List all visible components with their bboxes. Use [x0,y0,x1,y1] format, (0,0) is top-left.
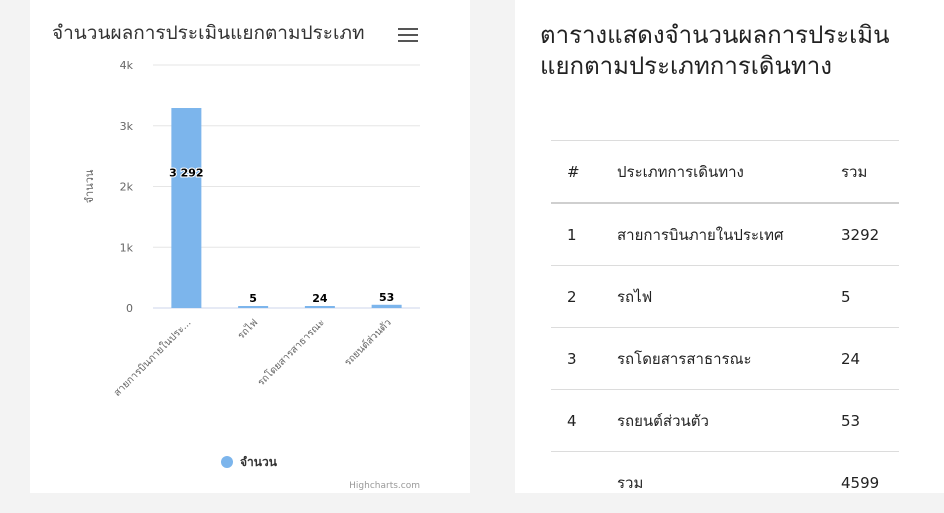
summary-table: # ประเภทการเดินทาง รวม 1 สายการบินภายในป… [551,140,899,513]
data-label: 5 [249,292,257,305]
x-tick-label: สายการบินภายในประ... [111,317,193,399]
header-total: รวม [825,141,899,204]
row-travel-type: รถไฟ [601,266,825,328]
chart-credits: Highcharts.com [349,481,420,491]
x-tick-label: รถไฟ [235,317,260,342]
data-label: 53 [379,291,394,304]
table-row: 3 รถโดยสารสาธารณะ 24 [551,328,899,390]
x-tick-label: รถโดยสารสาธารณะ [254,316,327,389]
y-tick-label: 3k [120,120,134,133]
data-label: 3 292 [169,167,203,180]
total-value: 4599 [825,452,899,513]
table-row: 1 สายการบินภายในประเทศ 3292 [551,203,899,266]
total-label: รวม [601,452,825,513]
header-number: # [551,141,601,204]
header-travel-type: ประเภทการเดินทาง [601,141,825,204]
legend-marker [221,456,233,468]
x-tick-label: รถยนต์ส่วนตัว [342,317,394,369]
y-tick-label: 1k [120,241,134,254]
row-count: 5 [825,266,899,328]
row-travel-type: สายการบินภายในประเทศ [601,203,825,266]
table-row: 2 รถไฟ 5 [551,266,899,328]
bar [372,305,402,308]
y-tick-label: 4k [120,59,134,72]
row-number: 3 [551,328,601,390]
row-number: 1 [551,203,601,266]
row-count: 53 [825,390,899,452]
y-tick-label: 0 [126,302,133,315]
table-title: ตารางแสดงจำนวนผลการประเมินแยกตามประเภทกา… [540,20,900,82]
table-header-row: # ประเภทการเดินทาง รวม [551,141,899,204]
row-count: 24 [825,328,899,390]
bar [171,108,201,308]
table-total-row: รวม 4599 [551,452,899,513]
bar-chart: 0 1k 2k 3k 4k จำนวน 3 292 สายการบินภายในประ... 5… [30,0,470,493]
row-number: 4 [551,390,601,452]
bar [238,306,268,308]
table-row: 4 รถยนต์ส่วนตัว 53 [551,390,899,452]
y-axis-title: จำนวน [83,169,96,203]
bar [305,306,335,308]
data-label: 24 [312,292,328,305]
row-count: 3292 [825,203,899,266]
row-number: 2 [551,266,601,328]
row-travel-type: รถโดยสารสาธารณะ [601,328,825,390]
y-tick-label: 2k [120,181,134,194]
legend-label: จำนวน [240,455,278,469]
row-travel-type: รถยนต์ส่วนตัว [601,390,825,452]
